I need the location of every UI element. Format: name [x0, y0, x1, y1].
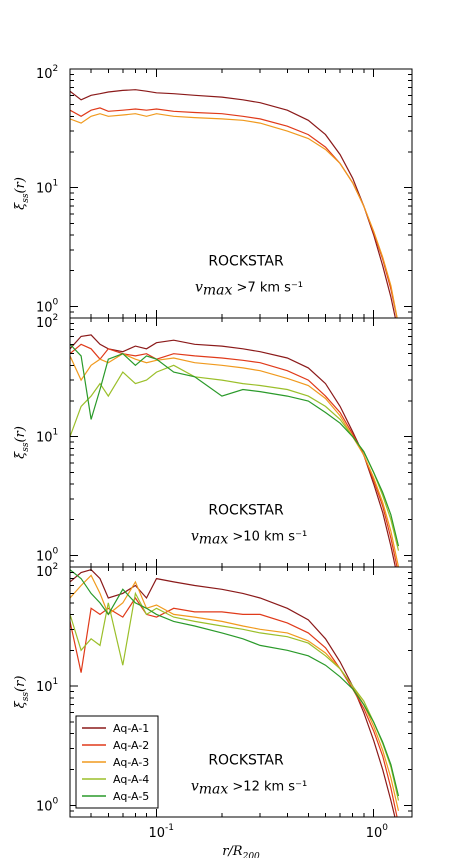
series-line-aq-a-1	[70, 89, 396, 318]
series-group	[70, 569, 400, 817]
series-line-aq-a-1	[70, 569, 396, 817]
panel-title: ROCKSTAR	[208, 753, 284, 769]
y-axis-label: ξss(r)	[13, 426, 31, 459]
chart-panel-1: 100 101 102 ξss(r) ROCKSTAR vmax >7 km s⁻¹	[13, 64, 413, 319]
y-tick-label: 101	[36, 179, 58, 197]
panel-vmax-label: vmax >12 km s⁻¹	[191, 779, 307, 798]
series-group	[70, 334, 400, 567]
legend-entry-label: Aq-A-5	[113, 790, 149, 803]
series-line-aq-a-5	[70, 343, 400, 547]
series-line-aq-a-1	[70, 334, 396, 567]
panel-title: ROCKSTAR	[208, 254, 284, 270]
y-tick-label: 101	[36, 428, 58, 446]
legend-entry-label: Aq-A-2	[113, 739, 149, 752]
x-tick-label: 10-1	[148, 823, 174, 841]
x-tick-label: 100	[366, 823, 389, 841]
series-line-aq-a-5	[70, 569, 400, 797]
y-tick-label: 100	[36, 546, 59, 564]
series-group	[70, 89, 398, 318]
panel-title: ROCKSTAR	[208, 503, 284, 519]
chart-legend: Aq-A-1 Aq-A-2 Aq-A-3 Aq-A-4 Aq-A-5	[75, 715, 159, 809]
legend-entry-label: Aq-A-1	[113, 722, 149, 735]
y-tick-label: 102	[36, 313, 58, 331]
series-line-aq-a-3	[70, 113, 398, 318]
chart-panel-2: 100 101 102 ξss(r) ROCKSTAR vmax >10 km s⁻¹	[13, 313, 413, 568]
y-axis-label: ξss(r)	[13, 177, 31, 210]
legend-entry-label: Aq-A-3	[113, 756, 149, 769]
series-line-aq-a-4	[70, 364, 400, 551]
y-tick-label: 100	[36, 297, 59, 315]
y-tick-label: 100	[36, 796, 59, 814]
x-axis-label: r/R200	[222, 844, 260, 858]
panel-vmax-label: vmax >7 km s⁻¹	[195, 280, 303, 299]
y-tick-label: 102	[36, 562, 58, 580]
y-tick-label: 102	[36, 64, 58, 82]
y-tick-label: 101	[36, 677, 58, 695]
panel-vmax-label: vmax >10 km s⁻¹	[191, 529, 307, 548]
y-axis-label: ξss(r)	[13, 676, 31, 709]
chart-panel-3: 100 101 102 ξss(r) ROCKSTAR vmax >12 km s⁻¹	[13, 562, 413, 818]
series-line-aq-a-4	[70, 591, 400, 801]
legend-entry-label: Aq-A-4	[113, 773, 149, 786]
